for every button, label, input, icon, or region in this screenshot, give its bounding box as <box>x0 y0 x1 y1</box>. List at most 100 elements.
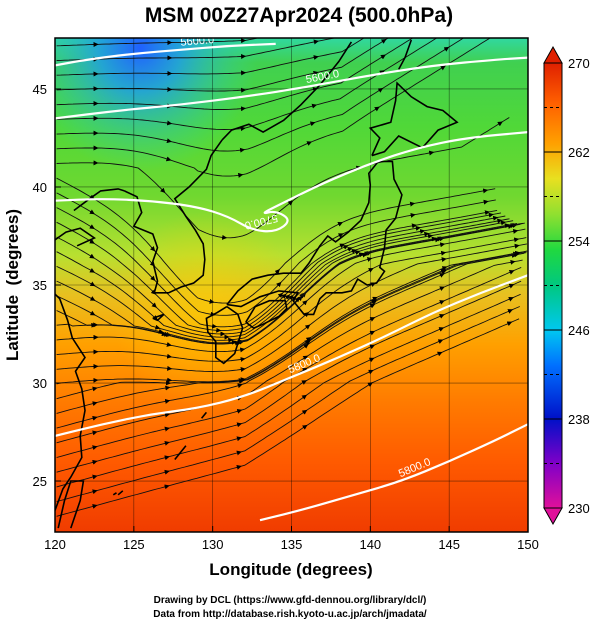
streamline-arrow <box>366 257 373 262</box>
streamline-arrow <box>92 401 98 407</box>
streamline-arrow <box>165 385 171 391</box>
streamline-arrow <box>164 412 171 418</box>
streamline-arrow <box>284 294 291 300</box>
streamline <box>56 38 337 61</box>
streamline-arrow <box>309 121 316 127</box>
streamline-arrow <box>443 46 450 52</box>
contour-line <box>55 131 528 233</box>
streamline-arrow <box>372 296 378 302</box>
streamline-arrow <box>423 231 430 237</box>
colorbar-tick-label: 238 <box>568 412 590 427</box>
streamline-arrow <box>166 342 172 347</box>
coastline <box>245 299 288 330</box>
streamline-arrow <box>380 54 386 60</box>
streamline-arrow <box>89 224 95 230</box>
x-tick-label: 130 <box>202 537 224 552</box>
streamline-arrow <box>288 294 294 301</box>
streamline-arrow <box>508 270 515 275</box>
coastline <box>55 227 97 247</box>
streamline-arrow <box>302 367 308 373</box>
streamline-arrow <box>446 30 450 32</box>
streamline-arrow <box>311 103 318 109</box>
streamline-arrow <box>313 70 319 76</box>
y-tick-label: 25 <box>33 474 47 489</box>
streamline-arrow <box>513 237 520 243</box>
contour-line <box>259 423 528 522</box>
streamline-arrow <box>428 150 435 156</box>
colorbar-extend-min <box>543 507 563 526</box>
streamline-arrow <box>239 378 245 384</box>
colorbar: 230 238 246 254 262 270 <box>543 45 590 526</box>
streamline-arrow <box>151 302 157 308</box>
x-axis-label: Longitude (degrees) <box>209 560 372 579</box>
streamline-arrow <box>369 317 376 322</box>
streamline-arrow <box>374 106 380 112</box>
streamline <box>56 38 390 92</box>
contour-line <box>55 56 528 120</box>
colorbar-tick-label: 270 <box>568 56 590 71</box>
streamline-arrow <box>92 386 98 392</box>
streamline-arrow <box>154 324 161 330</box>
streamline-arrow <box>301 394 308 400</box>
contour-label: 5600.0 <box>180 34 215 49</box>
streamline-arrow <box>92 489 98 495</box>
streamline-arrow <box>89 253 95 259</box>
x-tick-label: 125 <box>123 537 145 552</box>
streamline-arrow <box>439 300 445 305</box>
streamline-arrow <box>369 344 375 350</box>
streamline-arrow <box>380 39 387 44</box>
streamline-arrow <box>438 327 445 332</box>
streamline-arrow <box>165 156 172 162</box>
streamline-arrow <box>164 469 170 475</box>
streamline-arrow <box>302 355 309 361</box>
streamline <box>56 38 414 110</box>
streamline-arrow <box>508 296 514 302</box>
y-axis-ticks: 25 30 35 40 45 <box>33 82 61 489</box>
streamline-arrow <box>368 369 374 375</box>
streamline-arrow <box>164 426 170 432</box>
streamline-arrow <box>277 292 284 298</box>
streamline-arrow <box>492 215 499 221</box>
streamline-arrow <box>89 209 95 215</box>
streamline-arrow <box>504 223 510 229</box>
colorbar-tick-label: 230 <box>568 501 590 516</box>
streamline-arrow <box>497 121 503 127</box>
streamline-arrow <box>166 138 172 144</box>
contour-line <box>55 42 276 67</box>
streamline-arrow <box>150 275 156 281</box>
streamline-arrow <box>89 268 95 273</box>
streamline-arrow <box>302 300 308 306</box>
colorbar-tick-label: 246 <box>568 323 590 338</box>
streamline <box>56 38 438 130</box>
streamline-arrow <box>482 188 489 194</box>
streamline-arrow <box>92 430 98 436</box>
y-tick-label: 45 <box>33 82 47 97</box>
streamline-arrow <box>158 328 164 334</box>
colorbar-tick-label: 262 <box>568 145 590 160</box>
grid-lines <box>55 38 528 532</box>
streamline-arrow <box>313 39 319 45</box>
streamline-arrow <box>337 222 343 227</box>
streamline-arrow <box>496 218 503 224</box>
streamline-arrow <box>301 380 307 385</box>
streamline-arrow <box>166 120 173 126</box>
coastline <box>112 492 117 496</box>
coastline <box>368 81 459 157</box>
streamline-arrow <box>431 236 437 242</box>
streamline-arrow <box>239 347 246 353</box>
streamline-arrow <box>164 484 170 490</box>
streamline-arrow <box>89 310 96 316</box>
y-tick-label: 30 <box>33 376 47 391</box>
streamline-arrow <box>236 408 243 414</box>
streamline-arrow <box>439 314 445 319</box>
streamline-arrow <box>240 356 246 362</box>
x-tick-label: 120 <box>44 537 66 552</box>
streamline-arrow <box>507 25 511 27</box>
colorbar-tick-label: 254 <box>568 234 590 249</box>
streamline-arrow <box>507 309 513 314</box>
streamline-arrow <box>92 415 98 421</box>
colorbar-extend-max <box>543 45 563 64</box>
streamline-arrow <box>92 445 98 451</box>
streamline-arrow <box>304 324 311 330</box>
